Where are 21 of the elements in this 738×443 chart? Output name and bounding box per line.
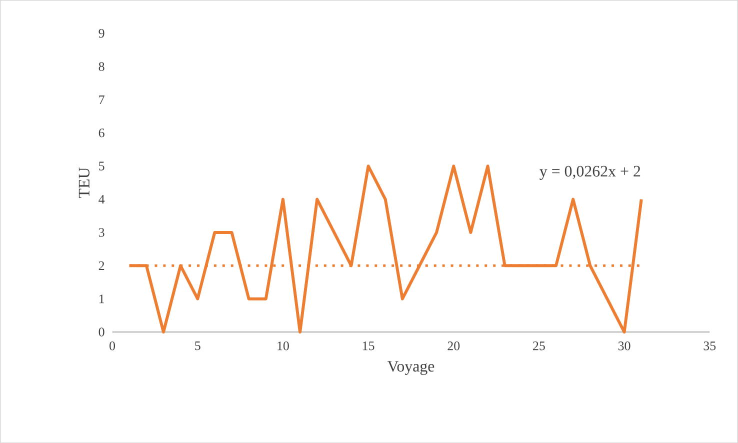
x-tick-label: 0 <box>110 341 116 350</box>
x-tick-label: 20 <box>448 341 460 350</box>
y-tick-label: 5 <box>99 162 104 170</box>
x-tick-label: 5 <box>195 341 200 350</box>
annotation: y = 0,0262x + 2 <box>540 166 640 180</box>
x-tick-label: 35 <box>704 341 716 350</box>
y-tick-label: 1 <box>99 294 104 303</box>
y-tick-label: 0 <box>98 328 104 336</box>
y-tick-label: 4 <box>98 194 105 204</box>
y-tick-label: 9 <box>98 28 104 38</box>
x-tick-label: 15 <box>362 341 374 350</box>
y-tick-label: 6 <box>98 128 104 138</box>
x-tick-label: 10 <box>278 341 289 350</box>
x-tick-label: 30 <box>618 341 630 350</box>
y-axis-title: TEU <box>78 167 90 198</box>
y-tick-label: 2 <box>98 261 104 270</box>
x-axis-title: Voyage <box>387 360 434 375</box>
y-tick-label: 8 <box>98 62 104 71</box>
y-tick-label: 7 <box>99 95 104 104</box>
x-tick-label: 25 <box>533 341 545 350</box>
y-tick-label: 3 <box>98 228 104 237</box>
